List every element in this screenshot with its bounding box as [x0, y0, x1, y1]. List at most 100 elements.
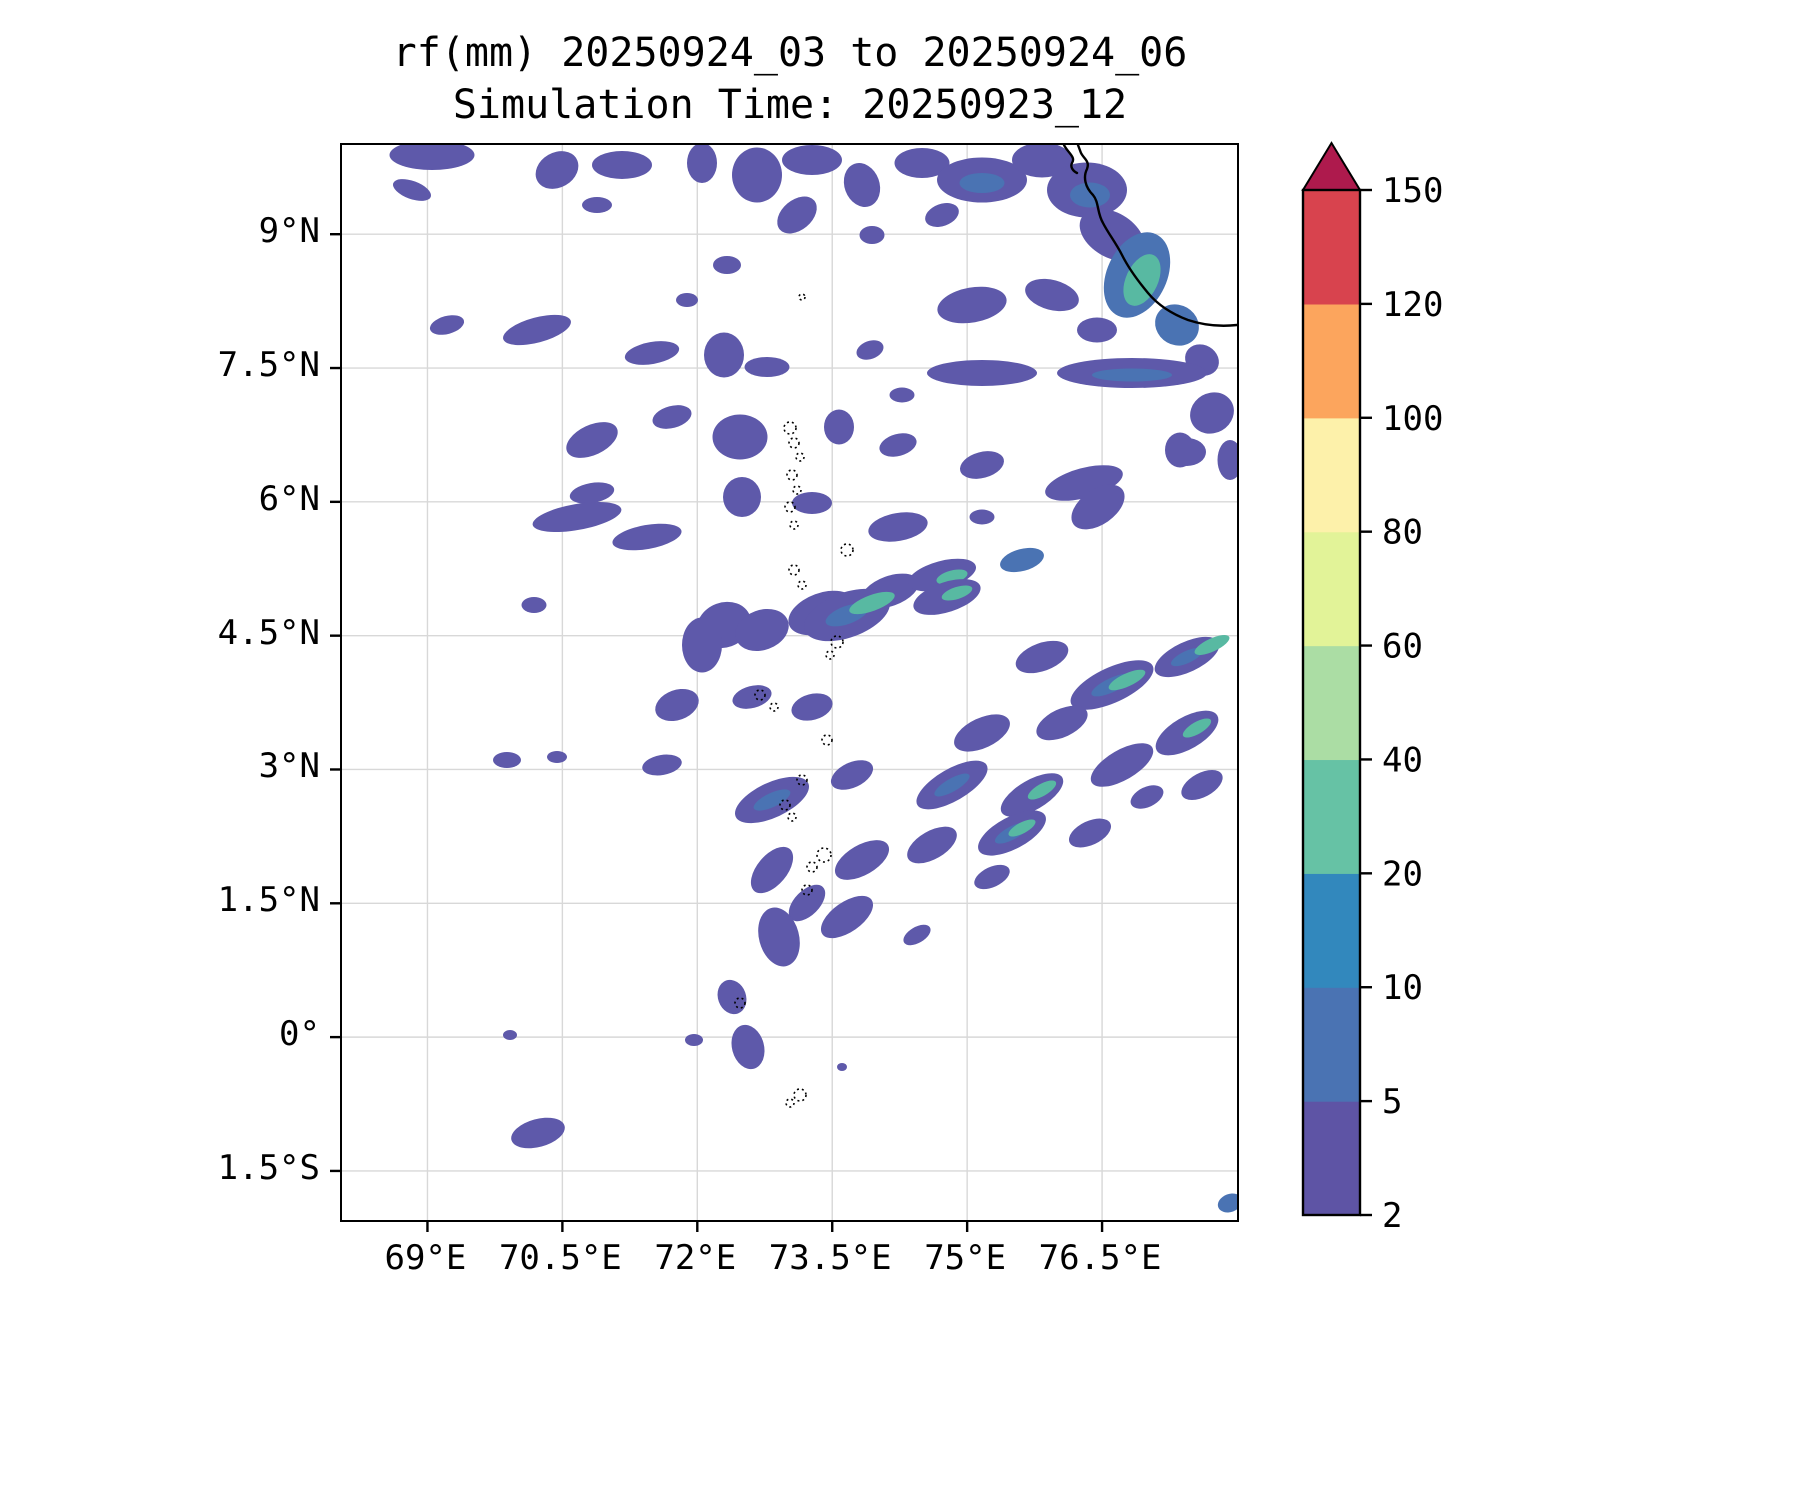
rain-patch	[1217, 440, 1237, 480]
rain-patch	[652, 405, 692, 429]
rain-patch	[1182, 718, 1212, 738]
rain-patch	[937, 286, 1007, 324]
colorbar-tick-label: 60	[1382, 627, 1423, 667]
island-outline	[830, 635, 844, 649]
rain-patch	[837, 1063, 847, 1071]
rain-patch	[834, 840, 890, 880]
colorbar: 2 5 10 20 40 60 80 100 120 150	[1301, 141, 1443, 1236]
rain-patch	[959, 173, 1005, 193]
y-tick-label: 1.5°S	[217, 1147, 320, 1188]
colorbar-segment	[1303, 759, 1360, 874]
colorbar-segment	[1303, 873, 1360, 988]
rain-patch	[744, 357, 790, 377]
rain-patch	[824, 409, 854, 445]
island-outline	[797, 580, 807, 590]
rain-patch	[1027, 780, 1057, 800]
rain-patch	[685, 1034, 703, 1046]
colorbar-segment	[1303, 645, 1360, 761]
rain-patch	[429, 315, 465, 335]
rain-patch	[753, 789, 791, 811]
x-tick-label: 76.5°E	[1038, 1238, 1162, 1278]
rain-patch	[717, 979, 747, 1015]
rain-patch	[1108, 669, 1146, 691]
rain-patch	[1190, 392, 1234, 434]
rain-patch	[859, 226, 885, 244]
rain-patch	[849, 591, 895, 615]
colorbar-tick-label: 20	[1382, 854, 1423, 894]
island-outline	[806, 861, 818, 873]
rain-patch	[503, 1030, 517, 1040]
island-outline	[801, 884, 813, 896]
island-outline	[789, 520, 799, 530]
rain-patch	[941, 585, 973, 601]
islands-layer	[734, 293, 854, 1108]
rain-patch	[843, 163, 881, 207]
rain-patch	[907, 826, 957, 864]
rain-patch	[569, 482, 615, 504]
rain-patch	[1015, 640, 1069, 674]
rain-patch	[713, 256, 741, 274]
island-outline	[798, 293, 806, 301]
coastline	[1076, 145, 1237, 327]
rain-patch	[820, 895, 874, 939]
rain-patch	[532, 502, 622, 532]
rain-patch	[723, 477, 761, 517]
x-tick-label: 72°E	[654, 1238, 737, 1278]
rain-patch	[1070, 182, 1110, 208]
rain-patch	[642, 754, 682, 776]
colorbar-tick-label: 120	[1382, 285, 1443, 325]
y-tick-label: 3°N	[258, 746, 320, 787]
colorbar-tick-label: 80	[1382, 513, 1423, 553]
rain-patch	[687, 145, 717, 183]
map-plot-area	[330, 143, 1239, 1232]
coastline	[1062, 145, 1079, 175]
rain-patch	[535, 151, 579, 189]
rain-patch	[1036, 705, 1088, 741]
colorbar-segment	[1303, 417, 1360, 533]
colorbar-tick-label: 5	[1382, 1082, 1402, 1122]
rain-patch	[732, 685, 772, 709]
map-layers	[342, 145, 1237, 1220]
map-canvas	[330, 145, 1237, 1232]
island-outline	[793, 1088, 807, 1102]
rain-patch	[493, 752, 521, 768]
island-outline	[783, 421, 797, 435]
rain-patch	[682, 617, 722, 673]
rain-patch	[894, 148, 950, 178]
island-outline	[787, 812, 797, 822]
rain-patch	[792, 492, 832, 514]
rain-patch	[1000, 547, 1044, 573]
coastline-layer	[1062, 145, 1237, 327]
rain-patch	[612, 523, 682, 551]
rain-patch	[732, 147, 782, 203]
colorbar-tick-label: 2	[1382, 1196, 1402, 1236]
island-outline	[785, 1098, 795, 1108]
rain-patch	[1008, 819, 1036, 837]
colorbar-segment	[1303, 190, 1360, 305]
rain-patch	[1194, 635, 1230, 655]
rain-patch	[1130, 785, 1164, 809]
rain-patch	[1155, 304, 1199, 346]
island-outline	[796, 774, 808, 786]
rain-patch	[889, 387, 915, 403]
rain-patch	[1068, 818, 1112, 848]
x-tick-label: 70.5°E	[498, 1238, 622, 1278]
rain-patch	[750, 846, 794, 894]
rain-patch	[547, 751, 567, 763]
rain-patch	[782, 145, 842, 175]
island-outline	[792, 485, 802, 495]
island-outline	[779, 799, 791, 811]
rain-patch	[511, 1117, 565, 1149]
colorbar-over-arrow	[1301, 141, 1362, 191]
rain-patch	[1077, 317, 1117, 343]
rain-patch	[566, 422, 618, 458]
rain-patch	[868, 512, 928, 542]
rain-patch	[1123, 254, 1161, 306]
rain-patch	[974, 864, 1010, 890]
axis-ticks	[330, 233, 1104, 1232]
y-tick-label: 7.5°N	[217, 345, 320, 386]
colorbar-tick-label: 10	[1382, 968, 1423, 1008]
y-tick-label: 1.5°N	[217, 880, 320, 921]
rain-patch	[1012, 145, 1072, 178]
island-outline	[840, 543, 854, 557]
